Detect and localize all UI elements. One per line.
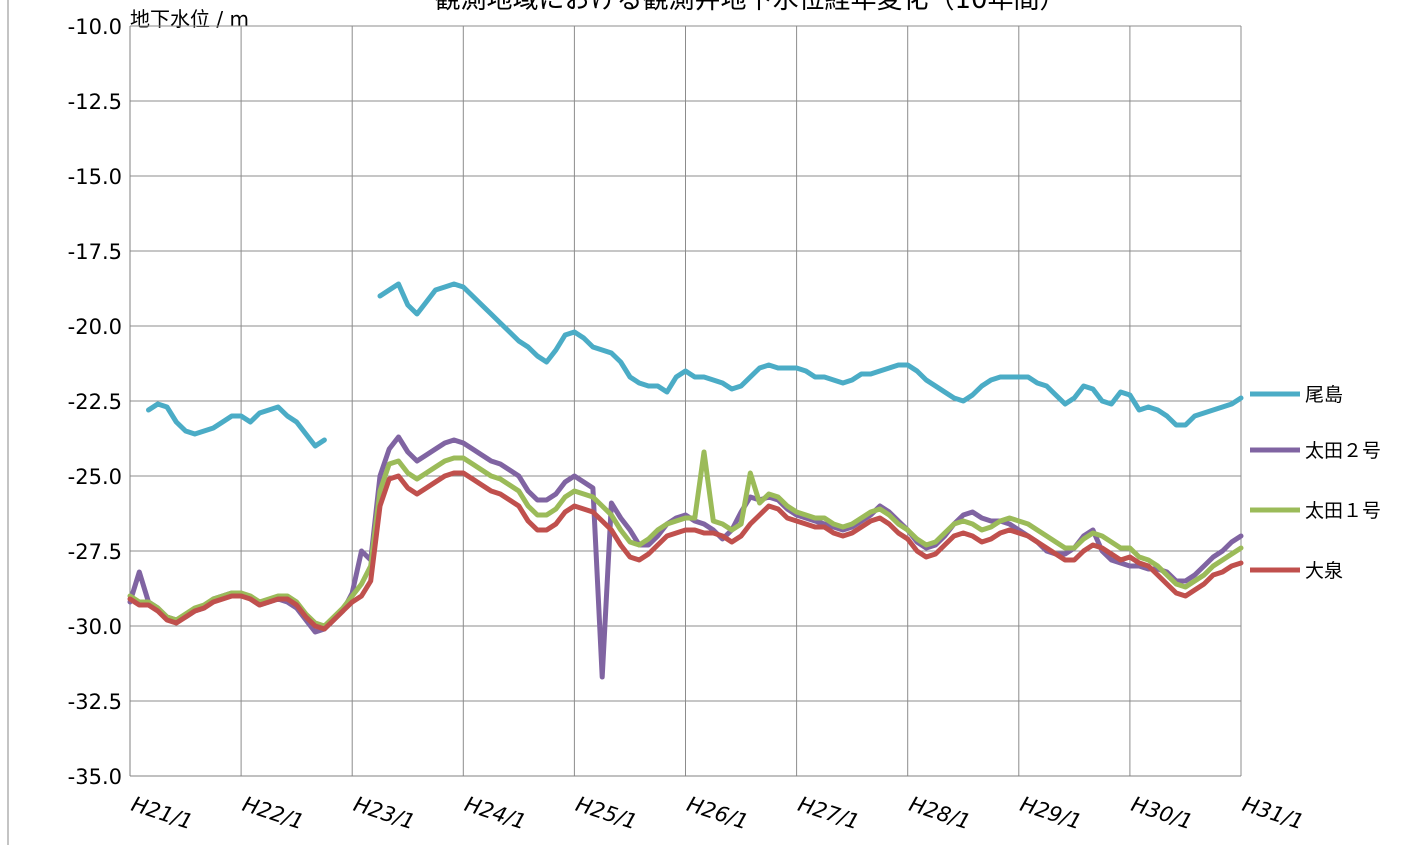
y-tick-label: -35.0 [68,765,122,789]
y-tick-label: -17.5 [68,240,122,264]
y-tick-label: -27.5 [68,540,122,564]
legend-label: 太田１号 [1305,500,1381,522]
series-line [146,281,1244,449]
y-tick-label: -32.5 [68,690,122,714]
y-tick-label: -12.5 [68,90,122,114]
y-tick-label: -20.0 [68,315,122,339]
series-line [127,470,1244,632]
y-tick-label: -30.0 [68,615,122,639]
legend-label: 大泉 [1305,560,1343,582]
y-tick-label: -25.0 [68,465,122,489]
legend-label: 太田２号 [1305,440,1381,462]
chart-title: 観測地域における観測井地下水位経年変化（10年間） [434,0,1065,15]
y-tick-label: -15.0 [68,165,122,189]
y-tick-label: -10.0 [68,15,122,39]
legend-label: 尾島 [1305,384,1343,406]
y-tick-label: -22.5 [68,390,122,414]
y-axis-label: 地下水位 / m [130,7,249,31]
